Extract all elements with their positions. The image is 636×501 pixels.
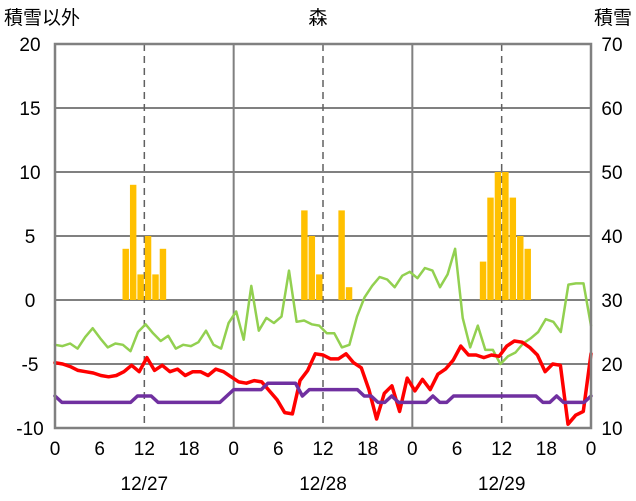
date-label: 12/28 [299,474,347,495]
right-y-tick-label: 40 [601,227,622,248]
snowfall-bar [137,274,144,300]
x-tick-label: 6 [273,439,284,460]
left-y-tick-label: 0 [25,291,36,312]
x-tick-label: 0 [407,439,418,460]
chart-title: 森 [308,7,327,29]
x-tick-label: 0 [50,439,61,460]
x-tick-label: 12 [312,439,333,460]
right-y-tick-label: 20 [601,355,622,376]
plot-frame [53,42,593,430]
x-tick-label: 12 [491,439,512,460]
left-y-tick-label: 20 [19,35,40,56]
left-y-tick-label: 10 [19,163,40,184]
right-y-tick-label: 70 [601,35,622,56]
snowfall-bar [301,210,308,300]
snowfall-bar [338,210,345,300]
right-y-tick-label: 10 [601,419,622,440]
date-label: 12/27 [121,474,169,495]
snowfall-bar [152,274,159,300]
right-y-tick-label: 60 [601,99,622,120]
x-tick-label: 0 [586,439,597,460]
x-tick-label: 0 [228,439,239,460]
left-y-tick-label: -5 [22,355,39,376]
left-axis-label: 積雪以外 [4,7,80,29]
right-y-tick-label: 50 [601,163,622,184]
snowfall-bar [159,248,167,300]
plot-border [53,42,593,430]
snowfall-bar [129,184,137,300]
right-axis-label: 積雪 [594,7,632,29]
temperature-line-green [53,247,593,366]
snowfall-bar [144,236,152,300]
snowfall-bar [517,236,524,300]
x-tick-label: 6 [94,439,105,460]
x-tick-label: 6 [452,439,463,460]
temperature-line-purple [53,381,593,405]
snowfall-bar [345,287,353,300]
left-y-tick-label: -10 [16,419,43,440]
snowfall-bar [494,172,502,300]
date-label: 12/29 [478,474,526,495]
right-y-tick-label: 30 [601,291,622,312]
x-tick-label: 12 [134,439,155,460]
snowfall-bar [479,261,487,300]
x-tick-label: 18 [357,439,378,460]
temperature-line-red [53,339,593,426]
left-y-tick-label: 5 [25,227,36,248]
snowfall-bar [509,197,517,300]
snowfall-bar [316,274,323,300]
snowfall-bar [524,248,531,300]
snowfall-bar [502,172,509,300]
bar-series-snowfall [122,172,531,300]
snowfall-bar [308,236,316,300]
snowfall-bar [487,197,494,300]
left-y-tick-label: 15 [19,99,40,120]
x-tick-label: 18 [178,439,199,460]
snowfall-bar [122,248,129,300]
x-tick-label: 18 [536,439,557,460]
line-series-group [53,247,593,426]
